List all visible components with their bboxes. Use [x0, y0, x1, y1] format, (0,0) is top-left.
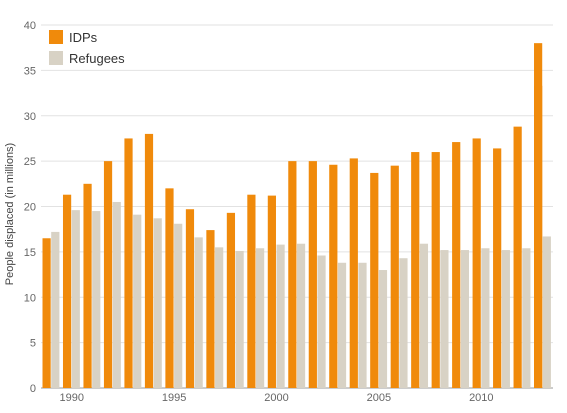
- bar-idps-1995: [165, 188, 174, 388]
- bar-idps-2010: [472, 138, 481, 388]
- bar-refugees-2012: [522, 248, 531, 388]
- x-tick-label: 2000: [264, 392, 288, 404]
- bar-idps-1989: [42, 238, 51, 388]
- bar-idps-1993: [124, 138, 133, 388]
- bar-refugees-2010: [481, 248, 490, 388]
- bar-idps-2001: [288, 161, 297, 388]
- x-tick-label: 2010: [469, 392, 493, 404]
- bar-idps-1992: [103, 161, 113, 388]
- bar-refugees-2008: [440, 250, 449, 388]
- y-tick-label: 30: [24, 111, 36, 123]
- y-tick-label: 20: [24, 202, 36, 214]
- y-axis-ticks: 0 5 10 15 20 25 30 35 40: [24, 20, 36, 395]
- bar-refugees-1989: [51, 231, 60, 388]
- bar-idps-2002: [308, 161, 317, 388]
- bar-refugees-2013: [542, 236, 551, 388]
- bar-refugees-2007: [419, 243, 429, 388]
- y-tick-label: 35: [24, 65, 36, 77]
- legend-swatch-refugees: [49, 51, 63, 65]
- bar-refugees-1999: [256, 248, 265, 388]
- y-axis-label: People displaced (in millions): [4, 143, 16, 285]
- y-tick-label: 40: [24, 20, 36, 32]
- x-tick-label: 1995: [162, 392, 186, 404]
- bar-refugees-2004: [358, 262, 367, 388]
- bar-refugees-2003: [337, 262, 347, 388]
- bar-refugees-1994: [153, 218, 162, 388]
- bar-idps-2003: [329, 164, 338, 388]
- bar-idps-1990: [62, 194, 72, 388]
- bar-refugees-1997: [215, 247, 224, 388]
- y-tick-label: 5: [30, 338, 36, 350]
- bar-idps-1991: [83, 183, 92, 388]
- bars: [42, 43, 551, 389]
- bar-refugees-1992: [112, 201, 121, 388]
- bar-refugees-2001: [296, 243, 306, 388]
- y-tick-label: 15: [24, 247, 36, 259]
- bar-refugees-1995: [174, 223, 183, 388]
- legend-label-refugees: Refugees: [69, 51, 125, 66]
- bar-idps-2005: [370, 172, 379, 388]
- bar-refugees-2006: [399, 258, 408, 388]
- bar-refugees-2009: [460, 250, 469, 388]
- bar-refugees-2000: [276, 244, 285, 388]
- bar-idps-2012: [513, 126, 522, 388]
- bar-idps-2011: [493, 148, 502, 388]
- bar-idps-1994: [144, 133, 154, 388]
- bar-refugees-2011: [501, 250, 510, 388]
- bar-idps-1997: [206, 230, 215, 388]
- bar-idps-1998: [226, 212, 236, 388]
- bar-refugees-1996: [194, 237, 203, 388]
- bar-refugees-2002: [317, 255, 326, 388]
- y-tick-label: 0: [30, 383, 36, 395]
- legend: IDPs Refugees: [49, 30, 125, 66]
- bar-refugees-1993: [133, 214, 142, 388]
- bar-idps-1996: [185, 209, 195, 388]
- x-tick-label: 1990: [59, 392, 83, 404]
- bar-idps-2007: [411, 152, 420, 388]
- bar-idps-2004: [349, 158, 358, 388]
- bar-refugees-1991: [92, 211, 101, 388]
- bar-idps-2006: [390, 165, 399, 388]
- bar-idps-2008: [431, 152, 440, 388]
- legend-swatch-idps: [49, 30, 63, 44]
- x-tick-label: 2005: [367, 392, 391, 404]
- bar-refugees-1990: [71, 210, 80, 388]
- y-tick-label: 10: [24, 292, 36, 304]
- bar-idps-1999: [247, 194, 256, 388]
- bar-idps-2000: [267, 195, 276, 388]
- y-tick-label: 25: [24, 156, 36, 168]
- bar-idps-2013: [534, 43, 543, 389]
- legend-label-idps: IDPs: [69, 30, 98, 45]
- bar-refugees-1998: [235, 250, 244, 388]
- bar-idps-2009: [452, 142, 461, 388]
- x-axis-ticks: 1990 1995 2000 2005 2010: [59, 392, 493, 404]
- bar-refugees-2005: [378, 270, 388, 388]
